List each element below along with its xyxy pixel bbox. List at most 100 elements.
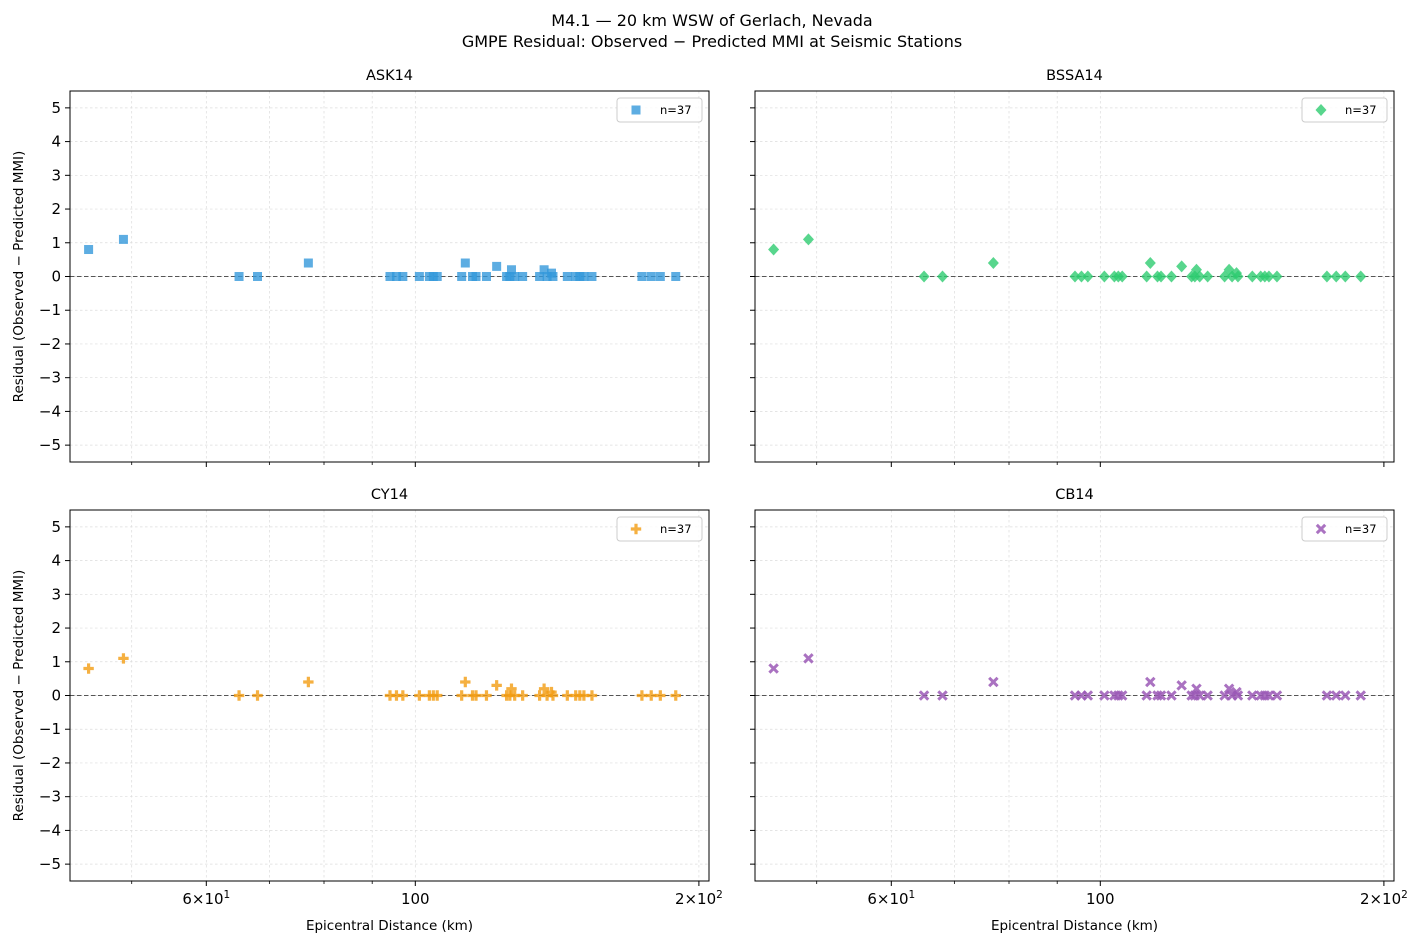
data-point	[481, 272, 491, 281]
data-point	[535, 272, 545, 281]
series-points	[84, 234, 681, 281]
figure-subtitle: GMPE Residual: Observed − Predicted MMI …	[462, 32, 962, 51]
data-point	[1155, 270, 1167, 283]
data-point	[491, 680, 502, 691]
data-point	[1223, 683, 1235, 695]
data-point	[768, 663, 779, 674]
data-point	[655, 272, 665, 281]
legend: n=37	[616, 97, 703, 123]
data-point	[937, 690, 948, 701]
legend-box	[1301, 516, 1388, 542]
data-point	[470, 690, 482, 701]
x-tick-label: 2×102	[1360, 889, 1408, 908]
data-point	[548, 272, 558, 281]
legend-box	[616, 97, 703, 123]
panel-cy14: 5 4 3 2 1 0 −1 −2 −3 −4 −5 6×101 100 2×102 CY14 Epicent…	[11, 487, 723, 934]
data-point	[384, 690, 396, 701]
legend: n=37	[1301, 516, 1388, 542]
legend-box	[616, 516, 703, 542]
y-tick-label: 2	[51, 200, 61, 218]
data-point	[655, 690, 666, 701]
data-point	[547, 690, 559, 701]
data-point	[460, 258, 470, 268]
data-point	[988, 676, 999, 688]
series-points	[83, 653, 681, 701]
y-axis-label: Residual (Observed − Predicted MMI)	[11, 570, 27, 822]
data-point	[646, 690, 657, 701]
data-point	[1155, 690, 1167, 701]
data-point	[506, 683, 517, 694]
data-point	[252, 690, 263, 701]
data-point	[1116, 270, 1128, 283]
data-point	[1339, 270, 1351, 283]
x-tick-label: 6×101	[867, 889, 915, 908]
data-point	[587, 272, 597, 281]
data-point	[1271, 270, 1283, 283]
data-point	[303, 258, 313, 268]
data-point	[84, 245, 94, 255]
x-tick-label: 100	[1086, 890, 1115, 908]
data-point	[1321, 270, 1333, 283]
legend-marker	[1315, 523, 1327, 535]
x-tick-label: 100	[401, 890, 430, 908]
data-point	[1166, 690, 1177, 701]
data-point	[391, 690, 402, 701]
data-point	[802, 233, 814, 246]
y-axis-label: Residual (Observed − Predicted MMI)	[11, 151, 27, 403]
x-tick-label: 2×102	[675, 889, 723, 908]
data-point	[1194, 690, 1205, 701]
data-point	[83, 663, 94, 674]
data-point	[391, 272, 401, 281]
data-point	[505, 272, 515, 281]
y-tick-label: 3	[51, 585, 61, 603]
data-point	[671, 272, 681, 281]
data-point	[506, 265, 516, 275]
data-point	[1271, 690, 1283, 701]
data-point	[1194, 270, 1206, 283]
data-point	[432, 690, 443, 701]
panel-title: CY14	[371, 487, 408, 503]
data-point	[398, 272, 408, 281]
data-point	[918, 270, 930, 283]
y-tick-label: −1	[39, 720, 61, 738]
data-point	[1176, 680, 1187, 691]
y-tick-label: −1	[39, 301, 61, 319]
y-tick-label: 5	[51, 99, 61, 117]
legend-box	[1301, 97, 1388, 123]
data-point	[918, 690, 930, 701]
panel-title: CB14	[1055, 487, 1094, 503]
y-tick-label: 1	[51, 234, 61, 252]
data-point	[539, 265, 549, 275]
data-point	[1246, 270, 1258, 283]
y-tick-label: 2	[51, 619, 61, 637]
data-point	[578, 690, 590, 701]
data-point	[253, 272, 263, 281]
y-tick-label: 4	[51, 552, 61, 570]
data-point	[1330, 690, 1342, 701]
data-point	[1145, 676, 1156, 688]
data-point	[432, 272, 442, 281]
data-point	[233, 690, 245, 701]
data-point	[385, 272, 395, 281]
data-point	[1141, 690, 1152, 701]
panels: 5 4 3 2 1 0 −1 −2 −3 −4 −5 ASK14 Residual (Observed …	[11, 68, 1408, 934]
legend-label: n=37	[660, 522, 692, 536]
data-point	[492, 261, 502, 271]
y-tick-label: −4	[39, 402, 61, 420]
y-tick-label: −2	[39, 754, 61, 772]
data-point	[517, 690, 528, 701]
y-tick-label: 3	[51, 166, 61, 184]
y-tick-label: −5	[39, 436, 61, 454]
data-point	[646, 272, 656, 281]
y-tick-label: −4	[39, 821, 61, 839]
legend-label: n=37	[1345, 522, 1377, 536]
data-point	[586, 690, 598, 701]
data-point	[1191, 683, 1202, 695]
data-point	[579, 272, 589, 281]
panel-cb14: 6×101 100 2×102 CB14 Epicentral Distance (km…	[750, 487, 1408, 934]
data-point	[456, 690, 467, 701]
y-tick-label: 0	[51, 268, 61, 286]
data-point	[1144, 257, 1156, 270]
data-point	[534, 690, 545, 701]
legend-label: n=37	[1345, 103, 1377, 117]
